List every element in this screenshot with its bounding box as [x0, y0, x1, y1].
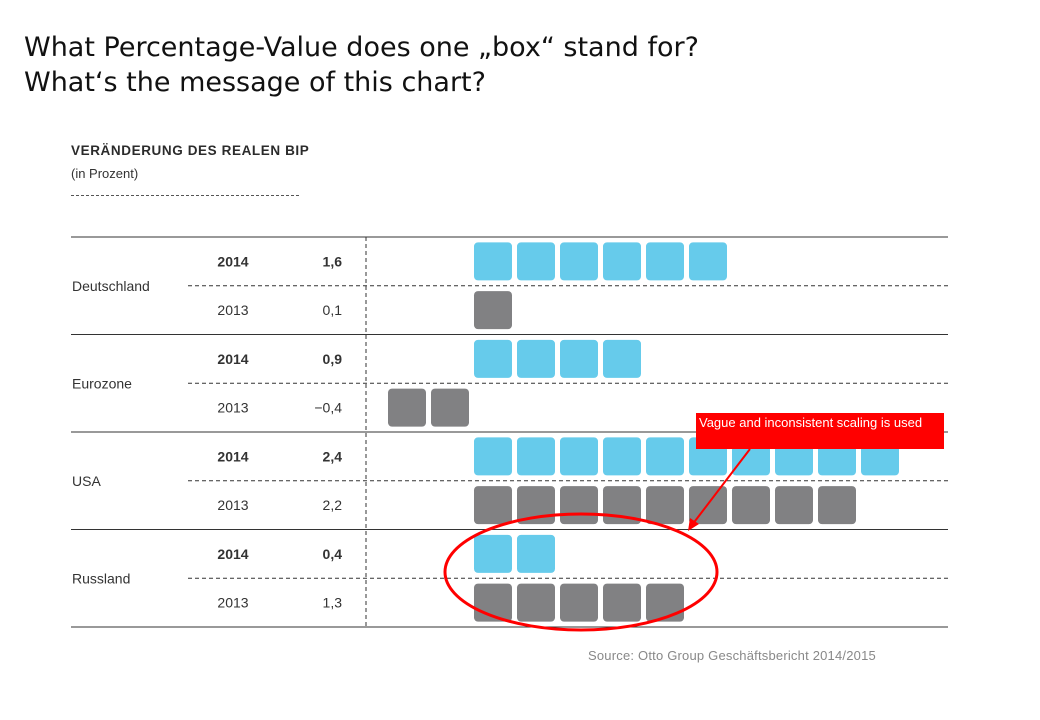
- data-box: [560, 583, 598, 622]
- chart-title: VERÄNDERUNG DES REALEN BIP: [71, 143, 310, 158]
- chart-subtitle: (in Prozent): [71, 166, 139, 181]
- year-label: 2013: [217, 595, 248, 611]
- data-box: [775, 486, 813, 525]
- value-label: −0,4: [314, 400, 342, 416]
- value-label: 1,3: [323, 595, 343, 611]
- question-1: What Percentage-Value does one „box“ sta…: [24, 32, 699, 63]
- category-label: Russland: [72, 570, 130, 586]
- data-box: [689, 242, 727, 281]
- year-label: 2013: [217, 497, 248, 513]
- data-box: [603, 339, 641, 378]
- year-label: 2013: [217, 302, 248, 318]
- year-label: 2014: [217, 546, 248, 562]
- value-label: 1,6: [323, 253, 343, 269]
- year-label: 2013: [217, 400, 248, 416]
- year-label: 2014: [217, 253, 248, 269]
- data-box: [517, 583, 555, 622]
- value-label: 0,1: [323, 302, 343, 318]
- data-box: [517, 339, 555, 378]
- question-2: What‘s the message of this chart?: [24, 67, 486, 98]
- category-label: Deutschland: [72, 278, 150, 294]
- data-box: [603, 437, 641, 476]
- data-box: [517, 242, 555, 281]
- data-box: [646, 437, 684, 476]
- data-box: [560, 437, 598, 476]
- data-box: [474, 486, 512, 525]
- title-divider: [71, 195, 299, 196]
- slide-title: What Percentage-Value does one „box“ sta…: [24, 30, 699, 100]
- data-box: [431, 388, 469, 427]
- category-label: Eurozone: [72, 375, 132, 391]
- value-label: 0,4: [323, 546, 343, 562]
- data-box: [603, 242, 641, 281]
- callout-arrow-head: [688, 518, 699, 531]
- data-box: [474, 291, 512, 330]
- year-label: 2014: [217, 448, 248, 464]
- source-caption: Source: Otto Group Geschäftsbericht 2014…: [588, 648, 876, 663]
- value-label: 0,9: [323, 351, 343, 367]
- callout-arrow-line: [691, 448, 751, 526]
- data-box: [517, 534, 555, 573]
- data-box: [646, 486, 684, 525]
- data-box: [646, 583, 684, 622]
- data-box: [474, 242, 512, 281]
- data-box: [474, 437, 512, 476]
- category-label: USA: [72, 473, 101, 489]
- data-box: [474, 339, 512, 378]
- value-label: 2,2: [323, 497, 343, 513]
- data-box: [560, 242, 598, 281]
- data-box: [603, 583, 641, 622]
- highlight-ellipse: [443, 512, 719, 632]
- data-box: [646, 242, 684, 281]
- data-box: [474, 534, 512, 573]
- data-box: [388, 388, 426, 427]
- value-label: 2,4: [323, 448, 343, 464]
- data-box: [732, 486, 770, 525]
- callout-box: Vague and inconsistent scaling is used: [696, 413, 944, 449]
- data-box: [517, 437, 555, 476]
- year-label: 2014: [217, 351, 248, 367]
- data-box: [560, 339, 598, 378]
- data-box: [818, 486, 856, 525]
